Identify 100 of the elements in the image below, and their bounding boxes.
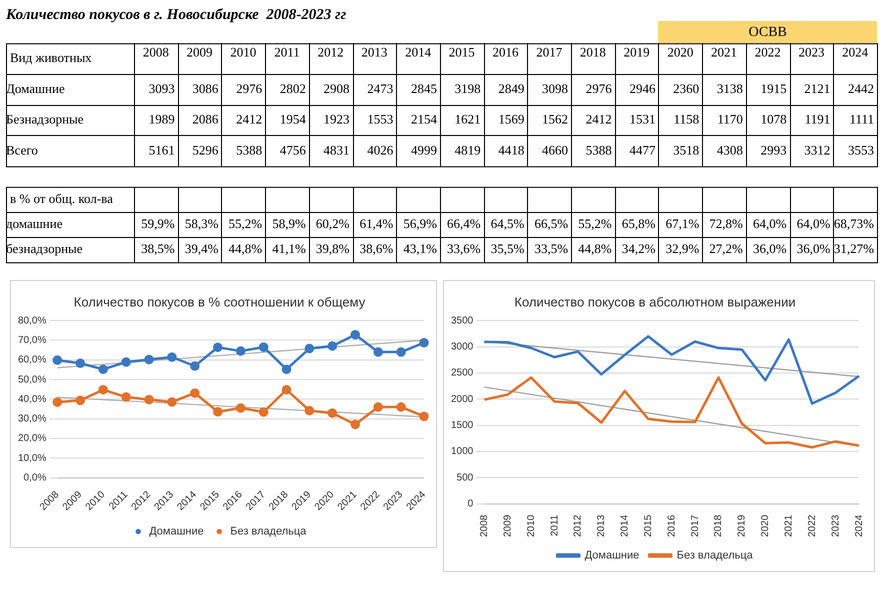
point bbox=[396, 402, 406, 412]
data-label: 66,4% bbox=[447, 216, 481, 231]
data-label: 31,27% bbox=[834, 241, 874, 256]
data-label: 2849 bbox=[498, 80, 524, 96]
point bbox=[213, 407, 223, 417]
point bbox=[76, 396, 86, 406]
data-label: 67,1% bbox=[666, 216, 700, 231]
y-tick-label: 60,0% bbox=[18, 354, 46, 366]
point bbox=[213, 342, 223, 352]
x-tick-label: 2010 bbox=[230, 44, 256, 60]
data-label: 35,5% bbox=[490, 241, 525, 256]
x-tick-label: 2023 bbox=[798, 44, 824, 60]
x-tick-label: 2013 bbox=[596, 514, 608, 538]
point bbox=[282, 364, 292, 374]
data-label: 1553 bbox=[367, 112, 394, 127]
data-label: 60,2% bbox=[316, 216, 350, 231]
x-tick-label: 2023 bbox=[830, 514, 842, 538]
data-label: 1569 bbox=[498, 112, 524, 127]
x-tick-label: 2010 bbox=[526, 514, 537, 538]
data-label: 64,5% bbox=[490, 216, 525, 231]
y-axis-title: в % от общ. кол-ва bbox=[10, 190, 114, 206]
legend-label: Домашние bbox=[584, 550, 640, 562]
x-tick-label: 2022 bbox=[754, 44, 781, 60]
x-tick-label: 2016 bbox=[666, 514, 678, 538]
data-label: 4308 bbox=[716, 142, 743, 158]
data-label: 65,8% bbox=[622, 216, 656, 231]
data-label: 38,6% bbox=[360, 241, 394, 256]
point bbox=[121, 392, 131, 402]
data-label: 39,8% bbox=[316, 241, 350, 256]
data-label: 4756 bbox=[280, 142, 306, 158]
data-label: 34,2% bbox=[622, 241, 656, 256]
data-label: 3553 bbox=[848, 142, 874, 158]
data-label: 55,2% bbox=[578, 216, 612, 231]
x-tick-label: 2014 bbox=[620, 514, 631, 538]
x-tick-label: 2024 bbox=[842, 44, 869, 60]
point bbox=[98, 364, 108, 374]
x-tick-label: 2015 bbox=[642, 514, 654, 538]
data-label: 41,1% bbox=[272, 241, 306, 256]
x-tick-label: 2008 bbox=[142, 44, 169, 60]
data-label: 3518 bbox=[673, 142, 700, 158]
data-label: 1078 bbox=[760, 112, 787, 127]
data-label: 56,9% bbox=[403, 216, 438, 231]
x-tick-label: 2022 bbox=[806, 514, 818, 538]
y-tick-label: 2500 bbox=[450, 368, 474, 379]
point bbox=[282, 385, 292, 395]
data-label: 27,2% bbox=[709, 241, 744, 256]
data-label: 2993 bbox=[760, 142, 787, 158]
x-tick-label: 2012 bbox=[318, 44, 344, 60]
data-label: 39,4% bbox=[184, 241, 219, 256]
data-label: 33,5% bbox=[534, 241, 568, 256]
point bbox=[373, 347, 383, 357]
y-tick-label: Домашние bbox=[6, 80, 65, 96]
y-axis-title: Вид животных bbox=[10, 50, 92, 66]
data-label: 3093 bbox=[148, 80, 175, 96]
x-tick-label: 2012 bbox=[572, 514, 584, 538]
data-label: 3198 bbox=[454, 80, 481, 96]
point bbox=[350, 420, 360, 430]
point bbox=[328, 341, 338, 351]
legend-label: Домашние bbox=[149, 526, 204, 538]
data-label: 55,2% bbox=[228, 216, 262, 231]
y-tick-label: 80,0% bbox=[18, 315, 46, 326]
point bbox=[52, 397, 62, 407]
chart-title: Количество покусов в абсолютном выражении bbox=[514, 294, 796, 310]
data-label: 44,8% bbox=[228, 241, 262, 256]
chart-title: Количество покусов в % соотношении к общему bbox=[74, 294, 366, 310]
data-label: 4660 bbox=[542, 142, 568, 158]
x-tick-label: 2024 bbox=[854, 514, 865, 538]
data-label: 66,5% bbox=[534, 216, 568, 231]
point bbox=[190, 361, 200, 371]
x-tick-label: 2021 bbox=[783, 514, 794, 538]
point bbox=[236, 403, 246, 413]
data-label: 2976 bbox=[236, 80, 263, 96]
data-label: 2946 bbox=[629, 80, 656, 96]
y-tick-label: 10,0% bbox=[18, 452, 46, 464]
data-label: 4819 bbox=[454, 142, 481, 158]
data-label: 1989 bbox=[148, 112, 175, 127]
y-tick-label: Безнадзорные bbox=[6, 112, 84, 127]
data-label: 1621 bbox=[454, 112, 481, 127]
x-tick-label: 2017 bbox=[536, 44, 563, 60]
y-tick-label: 70,0% bbox=[18, 335, 46, 346]
x-tick-label: 2009 bbox=[502, 514, 514, 538]
data-label: 1954 bbox=[280, 112, 306, 127]
point bbox=[190, 388, 200, 398]
point bbox=[236, 346, 246, 356]
data-label: 72,8% bbox=[709, 216, 744, 231]
point bbox=[121, 357, 131, 367]
y-tick-label: 1500 bbox=[450, 420, 474, 432]
data-label: 2908 bbox=[324, 80, 350, 96]
data-label: 3138 bbox=[716, 80, 743, 96]
x-tick-label: 2018 bbox=[713, 514, 724, 538]
text: ОСВВ bbox=[748, 24, 787, 40]
point bbox=[167, 397, 177, 407]
y-tick-label: 3500 bbox=[450, 315, 474, 326]
y-tick-label: 0,0% bbox=[24, 472, 46, 484]
y-tick-label: Всего bbox=[6, 142, 38, 158]
data-label: 68,73% bbox=[834, 216, 874, 231]
x-tick-label: 2013 bbox=[361, 44, 388, 60]
y-tick-label: 20,0% bbox=[18, 433, 46, 444]
point bbox=[350, 330, 360, 340]
data-label: 5296 bbox=[192, 142, 219, 158]
